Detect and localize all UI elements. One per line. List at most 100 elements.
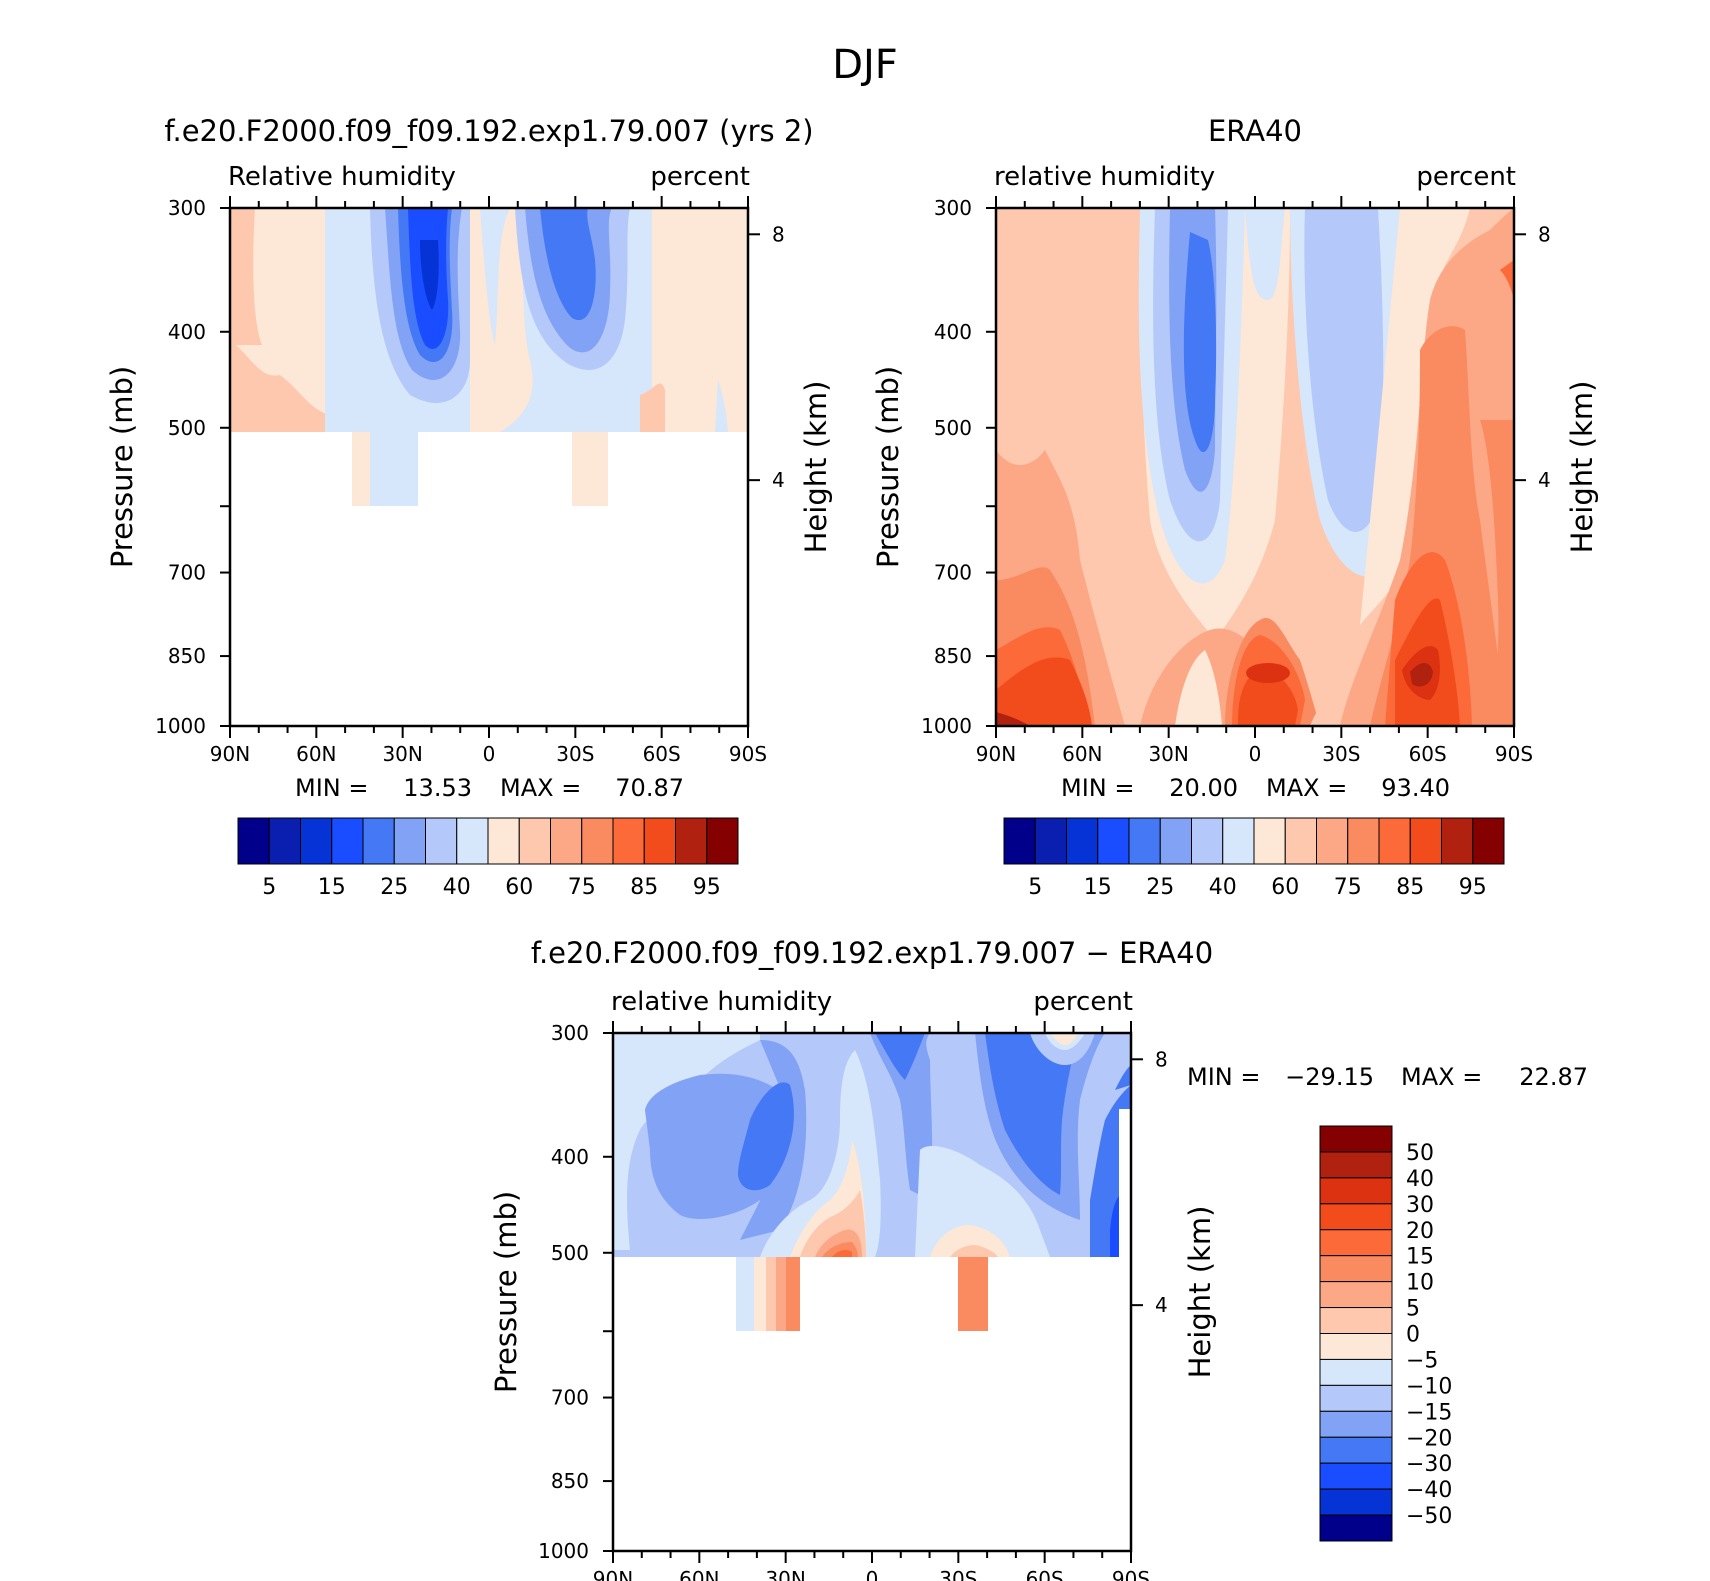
colorbar-label: 95 — [693, 875, 721, 900]
x-tick-label: 30S — [939, 1567, 977, 1581]
colorbar-label: 85 — [1396, 875, 1424, 900]
colorbar-label: 20 — [1406, 1219, 1434, 1244]
x-tick-label: 30S — [556, 742, 594, 766]
colorbar-swatch — [1066, 817, 1099, 865]
model-field-nh-orange2 — [230, 208, 262, 345]
panel-era40-title: ERA40 — [1208, 114, 1302, 148]
colorbar-label: −10 — [1406, 1374, 1452, 1399]
y-tick-label: 300 — [168, 196, 206, 220]
colorbar-swatch — [1347, 817, 1380, 865]
panel-model-colorbar: 5 15 25 40 60 75 85 95 — [237, 817, 739, 900]
panel-era40-ylabel: Pressure (mb) — [871, 366, 905, 568]
colorbar-swatch — [1319, 1281, 1393, 1309]
colorbar-swatch — [1191, 817, 1224, 865]
colorbar-swatch — [268, 817, 301, 865]
x-tick-label: 60N — [679, 1567, 719, 1581]
colorbar-swatch — [612, 817, 645, 865]
colorbar-swatch — [331, 817, 364, 865]
model-field-missing — [230, 432, 748, 726]
panel-model: f.e20.F2000.f09_f09.192.exp1.79.007 (yrs… — [105, 114, 833, 900]
y-tick-right-label: 8 — [1538, 222, 1551, 246]
colorbar-label: −5 — [1406, 1348, 1438, 1373]
panel-model-unit-label: percent — [650, 162, 750, 192]
colorbar-label: 0 — [1406, 1323, 1420, 1348]
diff-field-missing-pole — [1119, 1109, 1131, 1257]
x-tick-label: 60N — [1062, 742, 1102, 766]
y-tick-label: 700 — [934, 561, 972, 585]
panel-model-field — [230, 208, 748, 726]
panel-era40-variable-label: relative humidity — [994, 162, 1215, 192]
colorbar-label: 60 — [1271, 875, 1299, 900]
panel-diff-ylabel-right: Height (km) — [1183, 1206, 1217, 1379]
colorbar-swatch — [581, 817, 614, 865]
colorbar-swatch — [643, 817, 676, 865]
y-tick-label: 400 — [551, 1145, 589, 1169]
x-tick-label: 0 — [483, 742, 496, 766]
panel-diff-max-label: MAX = — [1401, 1063, 1482, 1091]
era-field-eq-white — [1175, 650, 1222, 726]
colorbar-swatch — [425, 817, 458, 865]
colorbar-swatch — [1319, 1307, 1393, 1334]
panel-diff-min-value: −29.15 — [1285, 1063, 1374, 1091]
diff-field-eq-blue2 — [875, 1033, 925, 1080]
colorbar-swatch — [1319, 1384, 1393, 1412]
colorbar-label: −20 — [1406, 1426, 1452, 1451]
panel-era40-field — [996, 208, 1514, 726]
colorbar-swatch — [675, 817, 708, 865]
x-tick-label: 30N — [1148, 742, 1188, 766]
x-tick-label: 0 — [1249, 742, 1262, 766]
era-field-pole — [1480, 420, 1514, 726]
colorbar-label: 60 — [505, 875, 533, 900]
colorbar-swatch — [1003, 817, 1036, 865]
colorbar-swatch — [1319, 1125, 1393, 1153]
colorbar-label: 30 — [1406, 1193, 1434, 1218]
colorbar-swatch — [1253, 817, 1286, 865]
era-field-eq-low4 — [1238, 670, 1298, 726]
model-field-sh-edge — [640, 383, 665, 432]
x-tick-label: 30S — [1322, 742, 1360, 766]
era-field-nh-90 — [996, 657, 1092, 726]
panel-diff-field — [613, 1033, 1131, 1551]
era-field-sh-jet-10 — [1304, 208, 1384, 532]
panel-model-min-label: MIN = — [295, 774, 368, 802]
diff-field-tongue-n-or — [786, 1257, 800, 1331]
model-field-eq-blue — [480, 208, 510, 345]
colorbar-swatch — [1319, 1151, 1393, 1179]
colorbar-swatch — [1319, 1410, 1393, 1438]
panel-era40: ERA40 relative humidity percent — [871, 114, 1599, 900]
colorbar-swatch — [1319, 1488, 1393, 1516]
diff-field-sh-jet2 — [985, 1033, 1078, 1195]
colorbar-swatch — [1319, 1333, 1393, 1360]
y-tick-label: 1000 — [155, 714, 206, 738]
colorbar-label: 40 — [443, 875, 471, 900]
y-tick-label: 500 — [551, 1241, 589, 1265]
model-field-nh-shade — [340, 208, 460, 432]
era-field-nh-jet-25 — [1183, 232, 1217, 453]
panel-diff-unit-label: percent — [1033, 987, 1133, 1017]
y-tick-label: 700 — [168, 561, 206, 585]
y-tick-label: 400 — [168, 320, 206, 344]
era-field-eq-light — [1245, 208, 1285, 300]
figure-title: DJF — [832, 42, 898, 88]
y-tick-right-label: 4 — [772, 468, 785, 492]
y-tick-right-label: 8 — [1155, 1047, 1168, 1071]
model-field-jet-n5 — [420, 240, 439, 310]
diff-field-nh-20 — [738, 1082, 794, 1191]
colorbar-swatch — [1316, 817, 1349, 865]
y-tick-label: 850 — [934, 644, 972, 668]
diff-field-sh-light — [915, 1145, 1050, 1257]
x-tick-label: 90N — [593, 1567, 633, 1581]
colorbar-swatch — [1159, 817, 1192, 865]
x-tick-label: 90S — [1112, 1567, 1150, 1581]
panel-diff-max-value: 22.87 — [1519, 1063, 1588, 1091]
y-tick-right-label: 8 — [772, 222, 785, 246]
panel-era40-unit-label: percent — [1416, 162, 1516, 192]
colorbar-swatch — [1034, 817, 1067, 865]
colorbar-label: −15 — [1406, 1400, 1452, 1425]
colorbar-swatch — [1472, 817, 1505, 865]
colorbar-label: 75 — [1334, 875, 1362, 900]
panel-model-min-value: 13.53 — [403, 774, 472, 802]
era-field-sh-max — [1410, 663, 1433, 687]
panel-model-ylabel-right: Height (km) — [799, 381, 833, 554]
